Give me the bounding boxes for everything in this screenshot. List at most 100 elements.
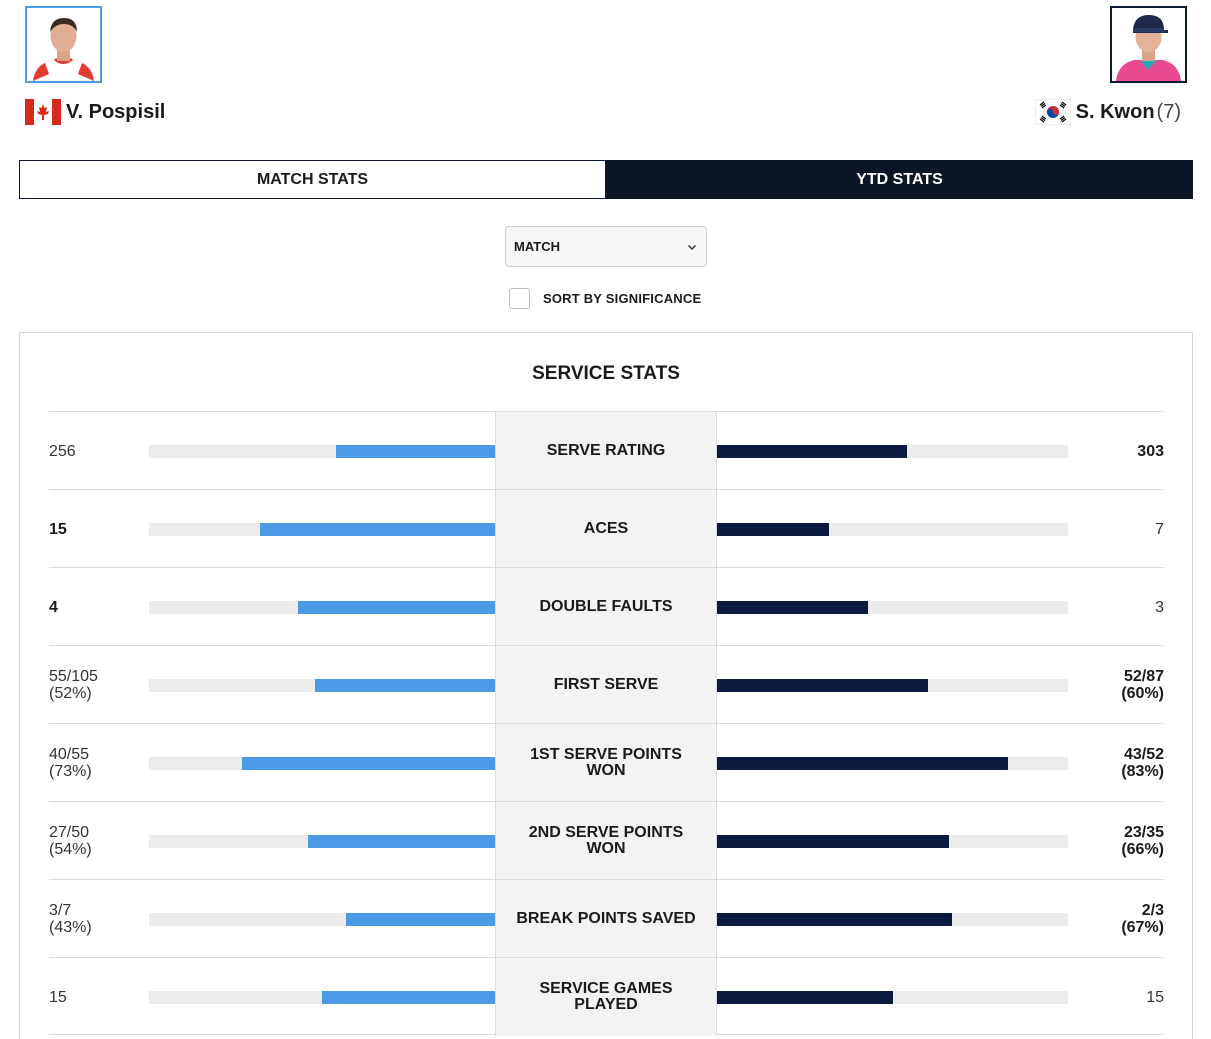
stat-right-main: 23/35 [1123,824,1164,841]
stat-right-bar [717,913,953,926]
stat-left-bar-track [149,601,495,614]
stat-row: 256 SERVE RATING 303 [49,411,1164,490]
stat-left-bar-track [149,835,495,848]
stat-row: 40/55 (73%) 1ST SERVE POINTS WON 43/52 (83%) [49,723,1164,802]
stat-left-main: 55/105 [49,668,98,685]
stat-label: BREAK POINTS SAVED [495,880,717,958]
player-right-name-text: S. Kwon [1075,100,1155,123]
stat-left-bar [242,757,495,770]
stat-left-sub: (54%) [49,841,92,858]
south-korea-flag-icon [1034,99,1071,125]
stat-left-value: 3/7 (43%) [49,880,92,958]
stat-right-main: 303 [1137,442,1164,460]
stat-left-bar-track [149,913,495,926]
stat-right-bar-track [717,913,1068,926]
stat-right-main: 43/52 [1123,746,1164,763]
stat-right-bar [717,991,893,1004]
stat-left-bar [335,445,495,458]
stat-right-value: 52/87 (60%) [1121,646,1164,724]
stat-left-bar [322,991,495,1004]
stat-row: 55/105 (52%) FIRST SERVE 52/87 (60%) [49,645,1164,724]
stat-left-value: 256 [49,412,76,490]
stat-left-main: 15 [49,988,67,1006]
player-left-photo[interactable] [25,6,102,83]
stat-left-main: 4 [49,598,58,616]
stat-left-main: 256 [49,442,76,460]
stat-right-bar [717,601,868,614]
stat-label: DOUBLE FAULTS [495,568,717,646]
stat-row: 27/50 (54%) 2ND SERVE POINTS WON 23/35 (66%) [49,801,1164,880]
stat-right-bar [717,757,1009,770]
stat-left-value: 55/105 (52%) [49,646,98,724]
stat-right-value: 23/35 (66%) [1121,802,1164,880]
stat-left-main: 40/55 [49,746,90,763]
sort-checkbox[interactable] [509,287,530,309]
player-right-name[interactable]: S. Kwon (7) [1034,98,1181,126]
stat-right-sub: (60%) [1121,685,1164,702]
stat-right-bar-track [717,757,1068,770]
stat-left-bar [259,523,495,536]
stat-right-main: 7 [1155,520,1164,538]
stat-left-bar [315,679,495,692]
canada-flag-icon [25,99,61,125]
player-left-name[interactable]: V. Pospisil [25,98,165,126]
stat-right-value: 7 [1155,490,1164,568]
stat-left-value: 4 [49,568,58,646]
stat-right-bar-track [717,523,1068,536]
stat-label: 2ND SERVE POINTS WON [495,802,717,880]
stat-right-sub: (66%) [1121,841,1164,858]
stat-left-main: 15 [49,520,67,538]
stat-right-main: 2/3 [1141,902,1164,919]
stat-left-main: 3/7 [49,902,72,919]
stat-left-sub: (73%) [49,763,92,780]
stat-label: 1ST SERVE POINTS WON [495,724,717,802]
stat-right-sub: (67%) [1121,919,1164,936]
player-right-seed: (7) [1156,100,1181,123]
period-select-value: MATCH [514,239,560,254]
stat-right-bar-track [717,991,1068,1004]
stat-left-sub: (52%) [49,685,92,702]
sort-label: SORT BY SIGNIFICANCE [543,290,702,306]
stats-table: 256 SERVE RATING 303 15 ACES 7 4 DOUBLE FAULTS 3… [49,411,1164,1036]
stat-row: 4 DOUBLE FAULTS 3 [49,567,1164,646]
stat-left-bar-track [149,523,495,536]
stat-left-bar-track [149,445,495,458]
stat-left-bar-track [149,679,495,692]
stat-left-value: 15 [49,490,67,568]
stat-label: ACES [495,490,717,568]
stat-row: 15 SERVICE GAMES PLAYED 15 [49,957,1164,1036]
stat-right-main: 3 [1155,598,1164,616]
sort-by-significance[interactable]: SORT BY SIGNIFICANCE [509,287,701,309]
stat-label: FIRST SERVE [495,646,717,724]
stats-tabs: MATCH STATS YTD STATS [19,160,1193,199]
stat-row: 3/7 (43%) BREAK POINTS SAVED 2/3 (67%) [49,879,1164,958]
stat-right-bar [717,523,830,536]
tab-match-stats[interactable]: MATCH STATS [19,160,606,199]
stat-right-bar-track [717,445,1068,458]
stat-right-main: 15 [1146,988,1164,1006]
tab-ytd-stats[interactable]: YTD STATS [606,160,1193,199]
stat-row: 15 ACES 7 [49,489,1164,568]
service-stats-card: SERVICE STATS 256 SERVE RATING 303 15 ACES 7 4… [19,332,1193,1039]
section-title: SERVICE STATS [532,363,680,384]
stat-right-value: 15 [1146,958,1164,1036]
stat-right-value: 43/52 (83%) [1121,724,1164,802]
stat-right-value: 2/3 (67%) [1121,880,1164,958]
player-left-name-text: V. Pospisil [66,100,166,123]
player-right-photo[interactable] [1110,6,1187,83]
stat-right-bar-track [717,601,1068,614]
chevron-down-icon [687,244,697,250]
stat-right-main: 52/87 [1123,668,1164,685]
stat-right-value: 303 [1137,412,1164,490]
stat-left-main: 27/50 [49,824,90,841]
stat-label: SERVE RATING [495,412,717,490]
stat-left-sub: (43%) [49,919,92,936]
stat-label: SERVICE GAMES PLAYED [495,958,717,1036]
stat-left-value: 15 [49,958,67,1036]
stat-left-bar-track [149,757,495,770]
stat-right-bar [717,835,949,848]
stat-left-value: 40/55 (73%) [49,724,92,802]
stat-right-value: 3 [1155,568,1164,646]
stat-right-bar [717,445,907,458]
period-select[interactable]: MATCH [505,226,707,267]
